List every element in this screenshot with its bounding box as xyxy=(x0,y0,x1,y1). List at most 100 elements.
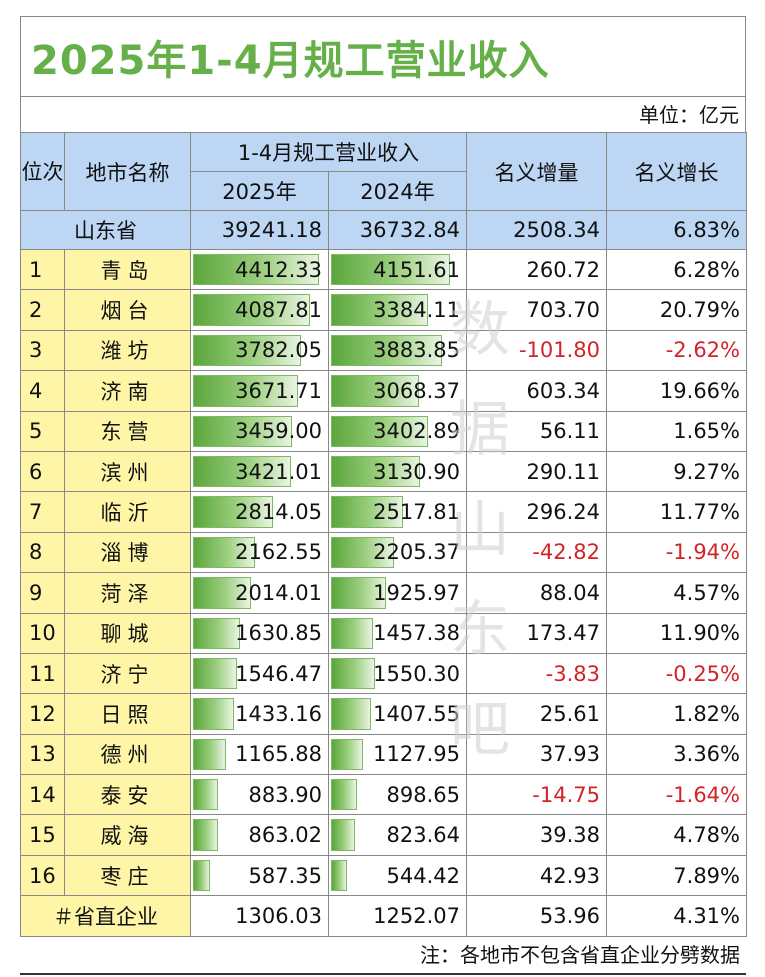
header-growth: 名义增长 xyxy=(606,132,747,211)
row-rank: 5 xyxy=(20,410,65,452)
province-name: 山东省 xyxy=(20,210,191,250)
row-2025-value: 863.02 xyxy=(248,823,322,848)
row-growth: 9.27% xyxy=(606,450,747,493)
row-city: 济南 xyxy=(64,370,191,412)
row-growth: -2.62% xyxy=(606,329,747,372)
header-city: 地市名称 xyxy=(64,132,191,211)
row-city: 日照 xyxy=(64,693,191,735)
row-increase: -42.82 xyxy=(466,531,607,574)
row-2025-cell: 1630.85 xyxy=(190,612,329,654)
row-2024-value: 2517.81 xyxy=(373,500,460,525)
row-2024-cell: 2205.37 xyxy=(328,531,467,574)
row-2025-value: 3421.01 xyxy=(235,459,322,484)
data-bar-2025 xyxy=(193,496,274,528)
row-2025-value: 1165.88 xyxy=(235,742,322,767)
row-rank: 7 xyxy=(20,491,65,533)
row-rank: 1 xyxy=(20,248,65,291)
footer-growth: 4.31% xyxy=(606,895,747,938)
table-row: 7 临沂 2814.05 2517.81 296.24 11.77% xyxy=(20,491,747,533)
row-city: 泰安 xyxy=(64,774,191,816)
data-bar-2024 xyxy=(331,617,373,649)
table-row: 15 威海 863.02 823.64 39.38 4.78% xyxy=(20,814,747,856)
province-increase: 2508.34 xyxy=(466,210,607,250)
row-2024-value: 1127.95 xyxy=(373,742,460,767)
table-row: 3 潍坊 3782.05 3883.85 -101.80 -2.62% xyxy=(20,329,747,372)
row-growth: 20.79% xyxy=(606,289,747,331)
row-2025-cell: 883.90 xyxy=(190,774,329,816)
data-bar-2024 xyxy=(331,254,450,286)
row-2024-cell: 3130.90 xyxy=(328,450,467,493)
row-city: 菏泽 xyxy=(64,572,191,614)
header-increase: 名义增量 xyxy=(466,132,607,211)
row-rank: 4 xyxy=(20,370,65,412)
row-rank: 3 xyxy=(20,329,65,372)
row-rank: 16 xyxy=(20,854,65,897)
table-row: 4 济南 3671.71 3068.37 603.34 19.66% xyxy=(20,370,747,412)
data-bar-2025 xyxy=(193,455,291,488)
header-2025: 2025年 xyxy=(190,171,329,211)
data-bar-2024 xyxy=(331,455,421,488)
row-2025-cell: 587.35 xyxy=(190,854,329,897)
row-growth: 4.78% xyxy=(606,814,747,856)
data-bar-2024 xyxy=(331,657,376,690)
footer-2024: 1252.07 xyxy=(328,895,467,938)
table-row: 8 淄博 2162.55 2205.37 -42.82 -1.94% xyxy=(20,531,747,574)
row-2025-value: 1630.85 xyxy=(235,621,322,646)
report-table-container: 2025年1-4月规工营业收入 单位：亿元 位次 地市名称 1-4月规工营业收入… xyxy=(20,16,747,976)
row-2024-cell: 1550.30 xyxy=(328,652,467,695)
row-2024-cell: 1925.97 xyxy=(328,572,467,614)
table-row: 11 济宁 1546.47 1550.30 -3.83 -0.25% xyxy=(20,652,747,695)
row-increase: 296.24 xyxy=(466,491,607,533)
row-2024-value: 823.64 xyxy=(386,823,460,848)
row-growth: 11.90% xyxy=(606,612,747,654)
row-increase: 260.72 xyxy=(466,248,607,291)
row-2025-value: 4412.33 xyxy=(235,257,322,282)
footer-2025: 1306.03 xyxy=(190,895,329,938)
row-rank: 6 xyxy=(20,450,65,493)
row-city: 聊城 xyxy=(64,612,191,654)
row-2025-cell: 4412.33 xyxy=(190,248,329,291)
row-increase: 39.38 xyxy=(466,814,607,856)
row-rank: 11 xyxy=(20,652,65,695)
row-2025-value: 883.90 xyxy=(248,782,322,807)
row-city: 威海 xyxy=(64,814,191,856)
data-bar-2025 xyxy=(193,617,240,649)
row-2025-value: 3671.71 xyxy=(235,378,322,403)
row-2025-cell: 3671.71 xyxy=(190,370,329,412)
row-increase: 290.11 xyxy=(466,450,607,493)
row-2025-value: 3782.05 xyxy=(235,338,322,363)
footnote: 注：各地市不包含省直企业分劈数据 xyxy=(20,937,746,976)
row-rank: 13 xyxy=(20,733,65,776)
row-2025-value: 1546.47 xyxy=(235,661,322,686)
data-bar-2024 xyxy=(331,577,386,609)
row-2025-cell: 2814.05 xyxy=(190,491,329,533)
row-2024-value: 1407.55 xyxy=(373,701,460,726)
header-rank: 位次 xyxy=(20,132,65,211)
row-2024-cell: 2517.81 xyxy=(328,491,467,533)
row-2024-value: 2205.37 xyxy=(373,540,460,565)
row-city: 青岛 xyxy=(64,248,191,291)
row-growth: 11.77% xyxy=(606,491,747,533)
data-bar-2025 xyxy=(193,657,238,690)
row-growth: -0.25% xyxy=(606,652,747,695)
row-2025-cell: 3421.01 xyxy=(190,450,329,493)
data-bar-2024 xyxy=(331,738,364,771)
row-increase: 603.34 xyxy=(466,370,607,412)
row-city: 德州 xyxy=(64,733,191,776)
page-title: 2025年1-4月规工营业收入 xyxy=(20,16,746,96)
row-2024-value: 898.65 xyxy=(386,782,460,807)
row-2025-value: 2162.55 xyxy=(235,540,322,565)
row-2024-cell: 3384.11 xyxy=(328,289,467,331)
header-revenue-group: 1-4月规工营业收入 xyxy=(190,132,467,172)
data-bar-2025 xyxy=(193,536,255,569)
footer-row: ＃省直企业 1306.03 1252.07 53.96 4.31% xyxy=(20,895,747,938)
unit-label: 单位：亿元 xyxy=(20,96,746,132)
data-bar-2024 xyxy=(331,496,403,528)
data-bar-2025 xyxy=(193,738,227,771)
city-rows: 1 青岛 4412.33 4151.61 260.72 6.28% 2 烟台 4087.81 33… xyxy=(20,248,747,897)
table-row: 6 滨州 3421.01 3130.90 290.11 9.27% xyxy=(20,450,747,493)
province-2024: 36732.84 xyxy=(328,210,467,250)
row-2024-value: 1925.97 xyxy=(373,580,460,605)
row-2024-value: 1457.38 xyxy=(373,621,460,646)
province-2025: 39241.18 xyxy=(190,210,329,250)
